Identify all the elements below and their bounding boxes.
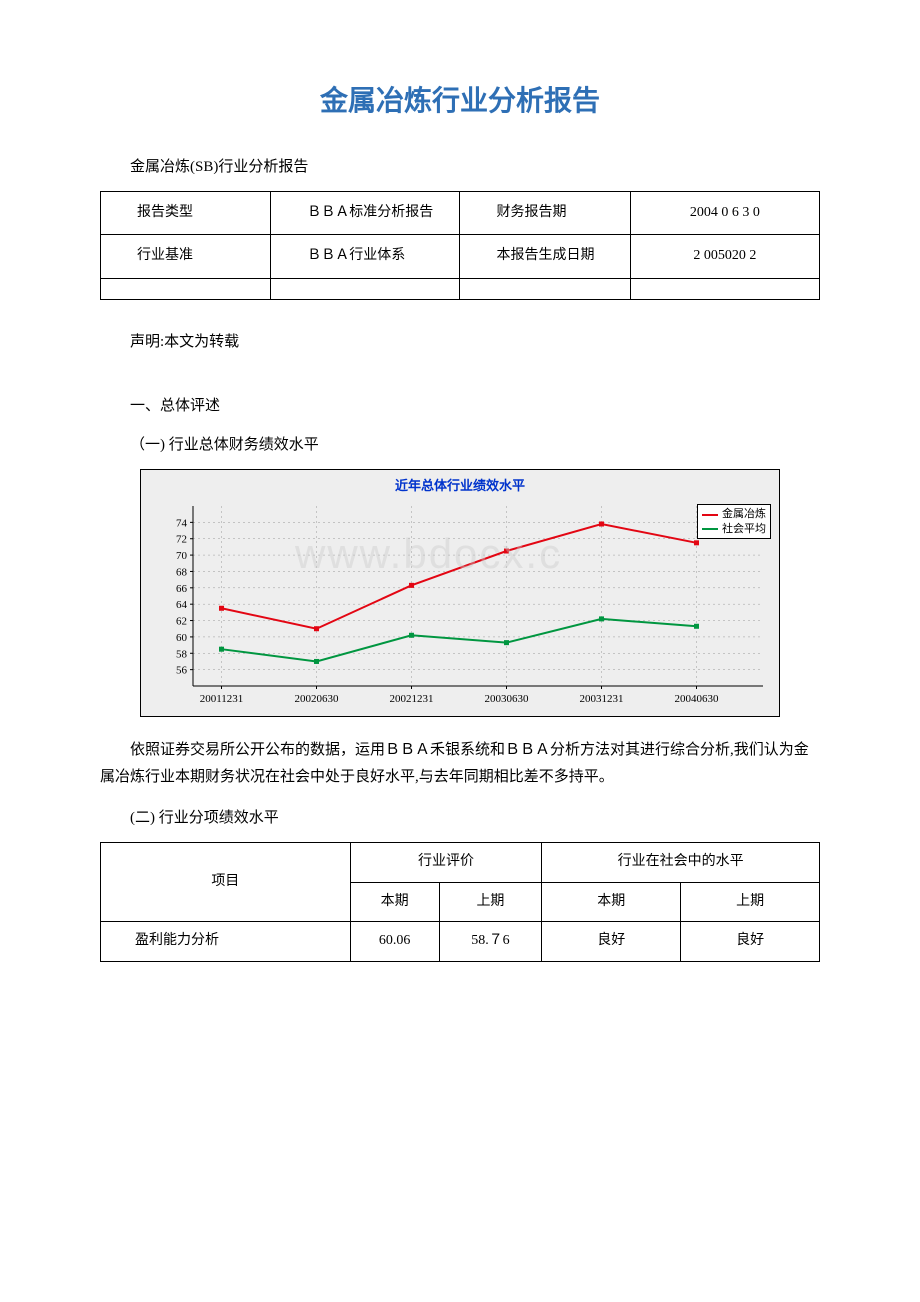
legend-label: 金属冶炼: [722, 507, 766, 521]
page-title: 金属冶炼行业分析报告: [100, 80, 820, 125]
chart-svg: 56 58 60 62 64 66 68 70 72 74 20011231 20020630 2002…: [145, 500, 775, 710]
line-chart: 近年总体行业绩效水平 www.bdocx.c 金属冶炼 社会平均 5658606…: [140, 469, 780, 718]
table-cell: ＢＢＡ行业体系: [271, 235, 460, 278]
svg-text:56: 56: [176, 665, 188, 677]
table-header: 本期: [542, 882, 681, 921]
legend-item: 社会平均: [702, 522, 766, 536]
svg-text:74: 74: [176, 518, 188, 530]
table-header: 上期: [439, 882, 542, 921]
table-cell: 良好: [681, 922, 820, 961]
svg-text:20030630: 20030630: [485, 693, 530, 705]
svg-text:20011231: 20011231: [200, 693, 244, 705]
svg-text:72: 72: [176, 534, 187, 546]
table-cell: 58.７6: [439, 922, 542, 961]
svg-text:62: 62: [176, 616, 187, 628]
statement: 声明:本文为转载: [100, 330, 820, 354]
table-cell: 行业基准: [101, 235, 271, 278]
table-cell: 2 005020 2: [630, 235, 819, 278]
table-header: 项目: [101, 843, 351, 922]
table-header: 行业评价: [350, 843, 542, 882]
svg-text:20021231: 20021231: [390, 693, 434, 705]
svg-text:64: 64: [176, 600, 188, 612]
table-cell: 60.06: [350, 922, 439, 961]
table-cell: 本报告生成日期: [460, 235, 630, 278]
svg-text:20020630: 20020630: [295, 693, 340, 705]
table-cell: [460, 278, 630, 299]
table-cell: 报告类型: [101, 191, 271, 234]
table-header: 上期: [681, 882, 820, 921]
svg-text:68: 68: [176, 567, 188, 579]
section-heading-1: 一、总体评述: [100, 394, 820, 418]
svg-text:20040630: 20040630: [675, 693, 720, 705]
table-cell: [271, 278, 460, 299]
table-header: 行业在社会中的水平: [542, 843, 820, 882]
table-cell: [101, 278, 271, 299]
table-cell: 盈利能力分析: [101, 922, 351, 961]
table-cell: 良好: [542, 922, 681, 961]
table-cell: 财务报告期: [460, 191, 630, 234]
table-header: 本期: [350, 882, 439, 921]
legend-swatch: [702, 528, 718, 530]
table-cell: 2004 0 6 3 0: [630, 191, 819, 234]
paragraph-1: 依照证券交易所公开公布的数据，运用ＢＢＡ禾银系统和ＢＢＡ分析方法对其进行综合分析…: [100, 737, 820, 791]
svg-text:60: 60: [176, 632, 188, 644]
table-cell: ＢＢＡ标准分析报告: [271, 191, 460, 234]
legend-label: 社会平均: [722, 522, 766, 536]
legend-item: 金属冶炼: [702, 507, 766, 521]
svg-text:66: 66: [176, 583, 188, 595]
subtitle: 金属冶炼(SB)行业分析报告: [100, 155, 820, 179]
svg-text:20031231: 20031231: [580, 693, 624, 705]
chart-legend: 金属冶炼 社会平均: [697, 504, 771, 539]
meta-table: 报告类型ＢＢＡ标准分析报告财务报告期2004 0 6 3 0 行业基准ＢＢＡ行业体…: [100, 191, 820, 300]
svg-text:70: 70: [176, 550, 188, 562]
subsection-heading-2: (二) 行业分项绩效水平: [100, 806, 820, 830]
chart-title: 近年总体行业绩效水平: [145, 476, 775, 497]
subsection-heading-1: （一) 行业总体财务绩效水平: [100, 433, 820, 457]
svg-text:58: 58: [176, 649, 188, 661]
table-cell: [630, 278, 819, 299]
legend-swatch: [702, 514, 718, 516]
performance-table: 项目 行业评价 行业在社会中的水平 本期 上期 本期 上期 盈利能力分析60.0…: [100, 842, 820, 961]
